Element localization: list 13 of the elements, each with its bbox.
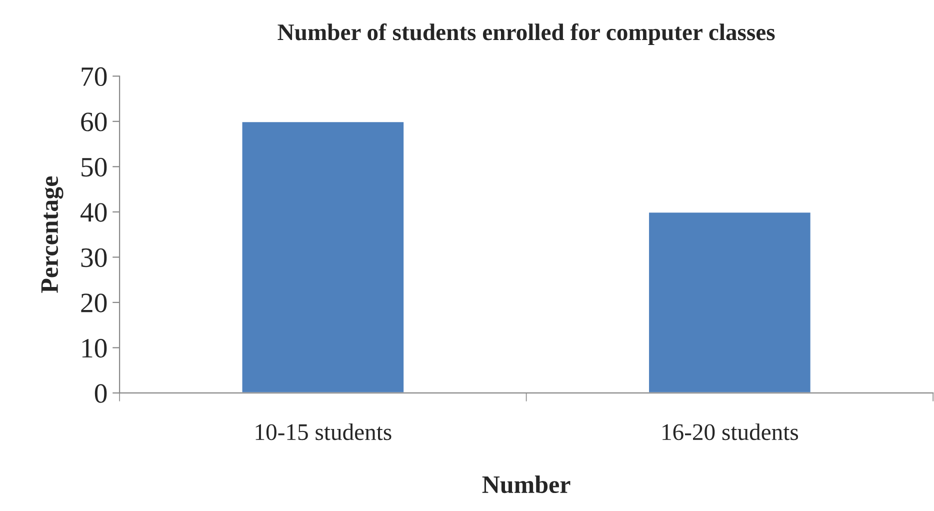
y-tick-label: 40: [80, 203, 107, 222]
y-tick-label: 30: [81, 248, 107, 268]
x-tick-label: 16-20 students: [662, 424, 798, 440]
x-tick-label: 10-15 students: [256, 424, 392, 440]
y-tick-label: 0: [94, 384, 107, 403]
y-tick-label: 20: [81, 294, 107, 312]
x-axis-title: Number: [482, 475, 570, 494]
y-tick-label: 50: [82, 158, 107, 177]
y-tick-label: 60: [81, 112, 107, 132]
y-tick-label: 10: [82, 338, 107, 358]
chart-title: Number of students enrolled for computer classes: [278, 23, 775, 46]
y-axis-title: Percentage: [41, 176, 64, 293]
y-tick-label: 70: [82, 67, 107, 86]
